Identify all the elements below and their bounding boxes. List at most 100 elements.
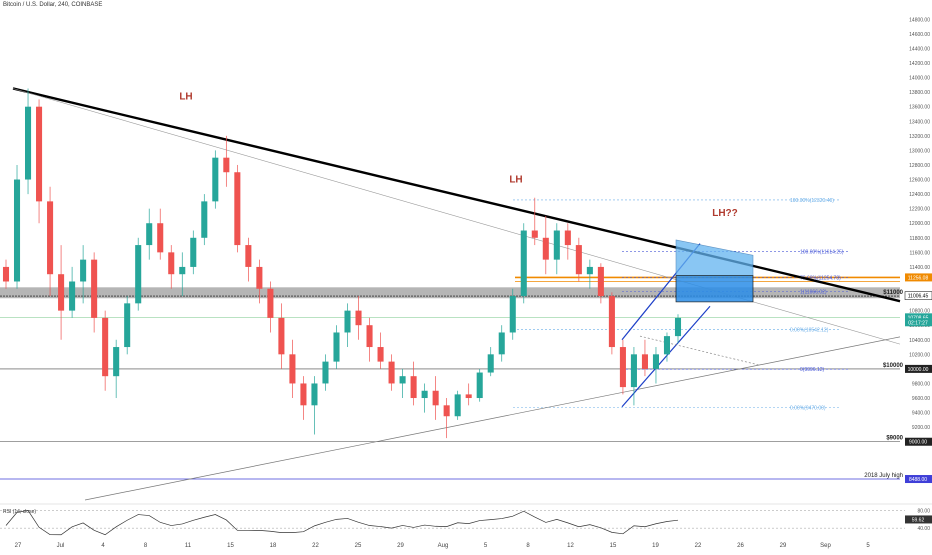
candle-body (13, 179, 21, 282)
time-tick-label: 5 (484, 543, 488, 549)
descending-trendline (12, 87, 901, 303)
price-tick-label: 14800.00 (909, 17, 930, 23)
price-tag (905, 273, 932, 282)
candle-body (355, 310, 362, 326)
candle-body (476, 372, 483, 399)
candle-body (630, 354, 637, 388)
price-tick-label: 12200.00 (909, 207, 930, 213)
time-tick-label: 15 (227, 543, 234, 549)
candle-body (212, 157, 219, 202)
price-tag (905, 437, 932, 446)
time-tick-label: 8 (144, 543, 148, 549)
candle-body (69, 281, 76, 311)
candle-body (575, 245, 582, 275)
rsi-line (5, 510, 679, 536)
candle-body (399, 376, 406, 384)
price-tag (905, 313, 932, 322)
price-tag (905, 364, 932, 373)
price-tick-label: 9200.00 (912, 425, 930, 431)
candle-body (509, 296, 516, 333)
candle-body (674, 317, 682, 337)
candle-body (388, 361, 395, 384)
fib-level-label: 0(9996.12) (800, 367, 825, 373)
time-tick-label: 4 (101, 543, 105, 549)
rsi-tick-label: 80.00 (917, 508, 930, 514)
chart-title: Bitcoin / U.S. Dollar, 240, COINBASE (3, 2, 103, 8)
channel-lower-line (621, 305, 711, 408)
price-tag (905, 318, 932, 327)
candle-body (553, 230, 560, 260)
candle-body (168, 252, 175, 275)
time-tick-label: 29 (780, 543, 787, 549)
candle-body (278, 317, 285, 355)
price-tick-label: 10400.00 (909, 338, 930, 344)
candle-body (2, 266, 10, 282)
price-tick-label: 13200.00 (909, 134, 930, 140)
candle-body (157, 223, 164, 253)
candle-body (311, 383, 318, 406)
price-tick-label: 11400.00 (910, 265, 931, 271)
candle-body (124, 303, 131, 348)
candle-body (47, 201, 54, 275)
price-tick-label: 13600.00 (909, 105, 930, 111)
time-tick-label: 5 (866, 543, 870, 549)
time-tick-label: 12 (567, 543, 574, 549)
time-tick-label: 26 (737, 543, 744, 549)
time-tick-label: 18 (270, 543, 277, 549)
candle-body (542, 237, 549, 260)
projection-line (639, 335, 761, 366)
price-tag-label: 11006.45 (908, 294, 929, 300)
candle-body (454, 394, 461, 417)
price-tag-label: 02:17:27 (908, 320, 928, 326)
fib-level-label: 0.00%(9470.00) (790, 405, 826, 411)
target-zone-dark (675, 275, 754, 303)
price-tick-label: 10800.00 (909, 309, 930, 315)
candle-body (421, 390, 428, 399)
candle-body (432, 390, 439, 406)
candle-body (520, 230, 527, 297)
candle-body (113, 347, 120, 377)
rsi-title: RSI (14, close) (3, 509, 37, 515)
candle-body (135, 245, 142, 304)
candle-body (663, 336, 671, 355)
candle-body (201, 201, 208, 238)
candle-body (377, 347, 384, 362)
target-zone-light (675, 239, 754, 276)
price-tick-label: 12000.00 (909, 221, 930, 227)
pattern-label: LH (179, 91, 192, 102)
fib-level-label: 100.00%(11614.25) (800, 249, 844, 255)
candle-body (80, 259, 87, 282)
candle-body (36, 106, 43, 202)
price-tick-label: 14600.00 (909, 32, 930, 38)
candle-body (102, 317, 109, 377)
candle-body (531, 230, 538, 238)
price-tick-label: 11800.00 (910, 236, 931, 242)
time-tick-label: 19 (652, 543, 659, 549)
price-tag-label: 9000.00 (909, 440, 927, 446)
candle-body (586, 266, 593, 275)
price-tick-label: 12600.00 (909, 178, 930, 184)
time-tick-label: Aug (438, 543, 449, 549)
price-tick-label: 9800.00 (912, 381, 930, 387)
price-tag-label: 8488.00 (909, 477, 927, 483)
candle-body (443, 405, 450, 417)
candle-body (256, 266, 263, 289)
candle-body (465, 394, 472, 399)
candle-body (641, 354, 648, 369)
rsi-current-label: 59.62 (912, 517, 925, 523)
candle-body (410, 376, 417, 399)
level-label: $11000 (883, 290, 903, 296)
price-tick-label: 10200.00 (909, 352, 930, 358)
price-tick-label: 12400.00 (909, 192, 930, 198)
resistance-zone (0, 287, 900, 299)
rsi-current-tag (905, 515, 932, 524)
rsi-tick-label: 40.00 (917, 526, 930, 532)
level-label: $10000 (883, 363, 904, 369)
candle-body (333, 332, 340, 362)
candle-body (234, 172, 241, 246)
candle-body (498, 332, 505, 355)
time-tick-label: 29 (397, 543, 404, 549)
time-tick-label: Sep (820, 543, 831, 549)
